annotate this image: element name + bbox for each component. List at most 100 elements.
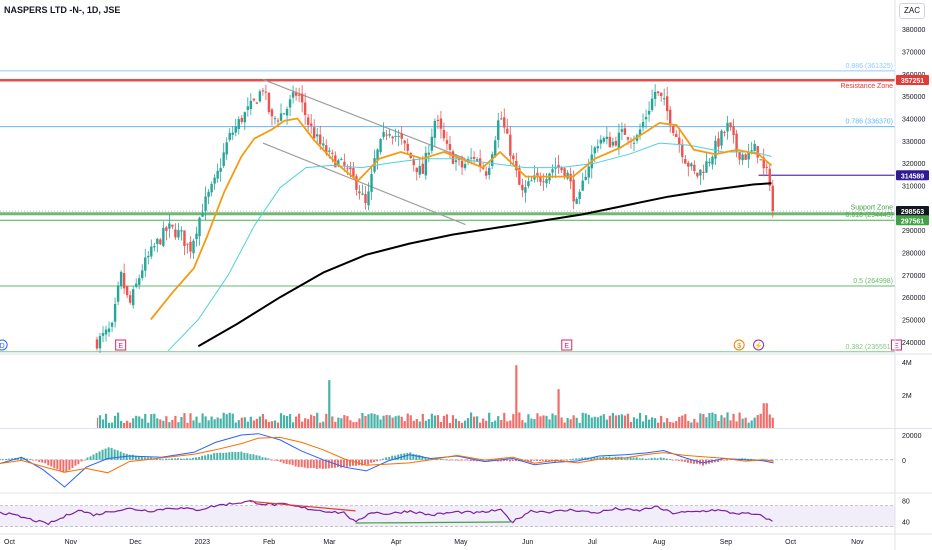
macd-hist-bar: [445, 459, 448, 461]
volume-bar: [488, 412, 491, 428]
candle-body: [361, 193, 364, 195]
macd-hist-bar: [237, 451, 240, 460]
volume-bar: [361, 412, 364, 428]
macd-hist-bar: [167, 458, 170, 460]
candle-body: [213, 177, 216, 184]
candle-body: [246, 106, 250, 110]
macd-hist-bar: [318, 459, 321, 469]
candle-body: [385, 134, 388, 136]
macd-hist-bar: [545, 459, 548, 462]
volume-bar: [503, 412, 506, 428]
event-marker: E: [115, 339, 127, 351]
volume-pane: 4M 2M: [0, 353, 932, 428]
event-marker-icon: [733, 339, 745, 351]
currency-button[interactable]: ZAC: [899, 3, 925, 19]
volume-bar: [147, 422, 150, 428]
macd-hist-bar: [602, 456, 605, 460]
macd-hist-bar: [62, 459, 65, 473]
volume-bar: [714, 413, 717, 428]
volume-bar: [123, 422, 126, 428]
candle-body: [611, 141, 615, 146]
candle-body: [690, 163, 693, 167]
rsi-tick-label: 40: [902, 519, 910, 526]
macd-hist-bar: [457, 459, 460, 461]
macd-hist-bar: [463, 459, 466, 461]
volume-bar: [388, 415, 391, 428]
volume-bar: [279, 413, 283, 428]
volume-bar: [657, 422, 660, 428]
volume-bar: [717, 421, 720, 428]
price-tag: 314589: [896, 170, 929, 181]
volume-bar: [204, 416, 207, 428]
volume-bar: [101, 419, 105, 428]
macd-hist-bar: [629, 457, 632, 460]
volume-bar: [548, 419, 551, 428]
macd-hist-bar: [641, 458, 644, 460]
price-tag-label: 314589: [901, 173, 924, 180]
price-tick-label: 290000: [902, 228, 925, 235]
volume-bar: [509, 420, 512, 428]
candle-body: [394, 135, 397, 137]
macd-hist-bar: [581, 457, 584, 460]
candle-body: [472, 156, 476, 159]
volume-bar: [132, 418, 135, 428]
macd-hist-bar: [249, 454, 252, 460]
volume-bar: [104, 413, 108, 428]
candle-body: [306, 117, 310, 125]
candle-body: [255, 102, 259, 104]
event-marker-icon: [753, 339, 765, 351]
candle-body: [500, 118, 503, 120]
volume-bar: [729, 420, 732, 428]
macd-hist-bar: [566, 459, 569, 461]
volume-bar: [442, 415, 446, 428]
candle-body: [316, 134, 319, 137]
volume-bar: [696, 422, 699, 428]
volume-bar: [491, 421, 494, 428]
volume-bar: [759, 413, 762, 428]
macd-hist-bar: [95, 452, 98, 460]
volume-bar: [282, 415, 286, 428]
macd-hist-bar: [20, 457, 23, 460]
macd-hist-bar: [677, 459, 680, 461]
candle-body: [653, 91, 657, 99]
volume-bar: [638, 412, 642, 428]
macd-hist-bar: [261, 457, 264, 460]
macd-hist-bar: [593, 457, 596, 460]
macd-hist-bar: [204, 455, 207, 460]
time-tick-label: Oct: [4, 539, 15, 546]
candle-body: [319, 134, 322, 145]
volume-bar: [352, 422, 355, 428]
volume-bar: [494, 420, 497, 428]
volume-bar: [234, 422, 237, 428]
candle-body: [738, 151, 741, 160]
volume-bar: [533, 419, 536, 428]
macd-hist-bar: [234, 452, 237, 460]
volume-bar: [762, 403, 765, 428]
volume-bar: [690, 422, 693, 428]
volume-bar: [675, 421, 678, 428]
price-tag: 297561: [896, 215, 929, 226]
macd-hist-bar: [161, 459, 164, 461]
candle-body: [460, 160, 464, 168]
candle-body: [503, 117, 506, 128]
candle-body: [696, 172, 699, 177]
candle-body: [542, 181, 545, 183]
candle-body: [753, 143, 756, 151]
volume-bar: [129, 422, 132, 428]
macd-hist-bar: [373, 459, 376, 463]
volume-bar: [611, 412, 614, 428]
candle-body: [367, 191, 370, 206]
candle-body: [122, 273, 126, 289]
candle-body: [249, 100, 253, 110]
macd-hist-bar: [689, 459, 692, 464]
volume-bar: [427, 419, 430, 428]
rsi-line: [0, 499, 773, 526]
macd-hist-bar: [744, 458, 747, 460]
volume-bar: [219, 418, 222, 428]
volume-bar: [285, 415, 289, 428]
macd-hist-bar: [243, 452, 246, 460]
sma-long-line: [197, 182, 772, 348]
volume-bar: [629, 421, 633, 428]
macd-hist-bar: [255, 455, 258, 460]
